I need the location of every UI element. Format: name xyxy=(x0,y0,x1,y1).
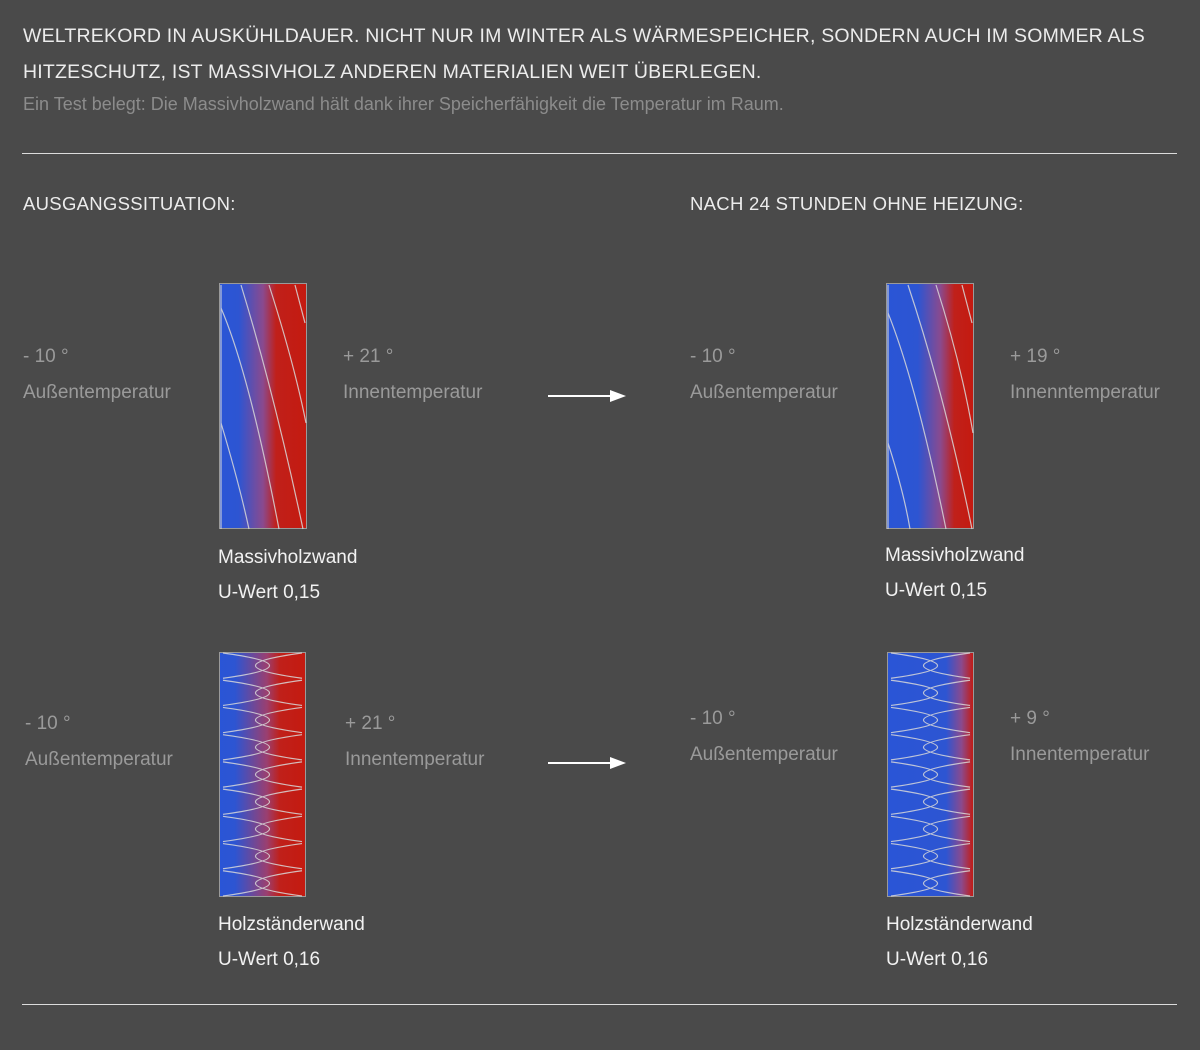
massivholz-wall-graphic xyxy=(219,283,307,530)
inside-temperature-value: + 9 ° xyxy=(1010,708,1050,729)
wall-name: Holzständerwand xyxy=(886,914,1033,935)
u-value: U-Wert 0,15 xyxy=(218,582,321,603)
outside-temperature-value: - 10 ° xyxy=(23,346,69,367)
holzstaender-wall-graphic xyxy=(219,652,306,897)
section-title-initial: AUSGANGSSITUATION: xyxy=(23,193,236,214)
inside-temperature-value: + 21 ° xyxy=(345,713,396,734)
subline: Ein Test belegt: Die Massivholzwand hält… xyxy=(23,94,784,114)
inside-temperature-label: Innentemperatur xyxy=(345,749,485,770)
holzstaender-wall-graphic xyxy=(887,652,974,897)
massivholz-wall-graphic xyxy=(886,283,974,530)
wall-name: Massivholzwand xyxy=(218,547,358,568)
outside-temperature-label: Außentemperatur xyxy=(23,382,171,403)
outside-temperature-value: - 10 ° xyxy=(25,713,71,734)
bottom-divider xyxy=(22,1004,1177,1005)
outside-temperature-value: - 10 ° xyxy=(690,708,736,729)
outside-temperature-label: Außentemperatur xyxy=(25,749,173,770)
headline: WELTREKORD IN AUSKÜHLDAUER. NICHT NUR IM… xyxy=(23,25,1145,83)
section-title-after-24h: NACH 24 STUNDEN OHNE HEIZUNG: xyxy=(690,193,1024,214)
arrow-right-icon xyxy=(548,390,626,402)
inside-temperature-label: Innentemperatur xyxy=(343,382,483,403)
outside-temperature-label: Außentemperatur xyxy=(690,382,838,403)
arrow-right-icon xyxy=(548,757,626,769)
outside-temperature-value: - 10 ° xyxy=(690,346,736,367)
inside-temperature-label: Innenntemperatur xyxy=(1010,382,1160,403)
u-value: U-Wert 0,16 xyxy=(886,949,989,970)
inside-temperature-value: + 21 ° xyxy=(343,346,394,367)
top-divider xyxy=(22,153,1177,154)
u-value: U-Wert 0,15 xyxy=(885,580,988,601)
inside-temperature-value: + 19 ° xyxy=(1010,346,1061,367)
wall-name: Massivholzwand xyxy=(885,545,1025,566)
u-value: U-Wert 0,16 xyxy=(218,949,321,970)
outside-temperature-label: Außentemperatur xyxy=(690,744,838,765)
wall-name: Holzständerwand xyxy=(218,914,365,935)
inside-temperature-label: Innentemperatur xyxy=(1010,744,1150,765)
